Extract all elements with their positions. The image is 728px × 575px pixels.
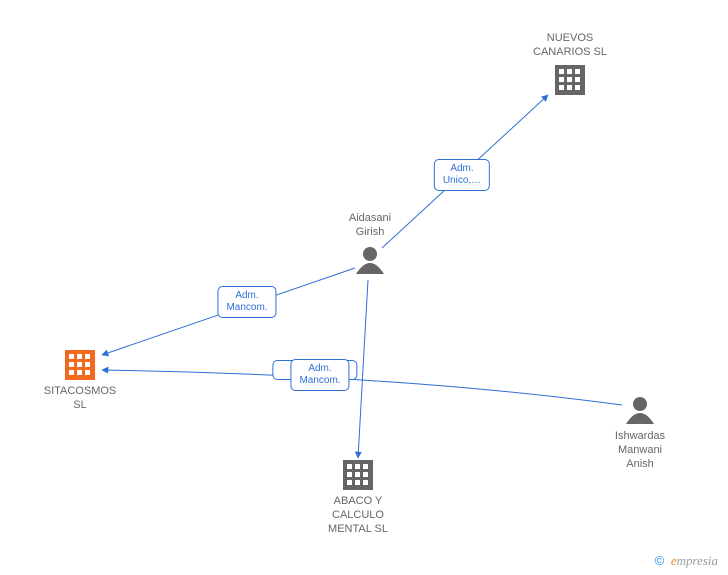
watermark: © empresia xyxy=(655,553,718,569)
copyright-symbol: © xyxy=(655,553,665,568)
edge xyxy=(382,95,548,248)
node-sitacosmos[interactable] xyxy=(65,350,95,380)
node-ishwardas[interactable] xyxy=(626,397,654,424)
node-aidasani[interactable] xyxy=(356,247,384,274)
node-abaco[interactable] xyxy=(343,460,373,490)
edge xyxy=(358,280,368,458)
brand-rest: mpresia xyxy=(677,553,718,568)
edge xyxy=(102,268,355,355)
node-nuevos[interactable] xyxy=(555,65,585,95)
diagram-canvas xyxy=(0,0,728,575)
